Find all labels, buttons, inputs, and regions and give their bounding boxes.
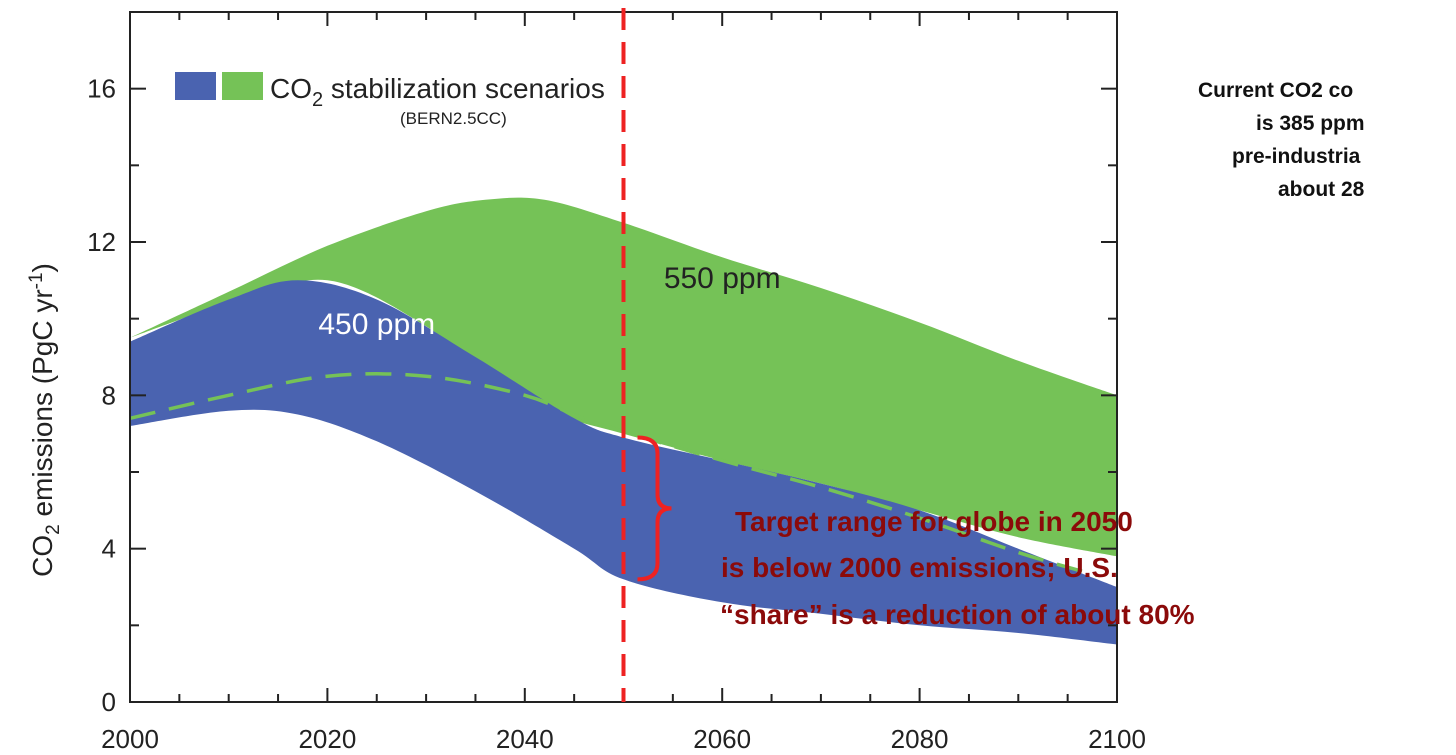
legend: CO2 stabilization scenarios (BERN2.5CC) [175,72,605,128]
band-label: 550 ppm [664,262,781,295]
x-tick-label: 2060 [693,724,751,754]
legend-swatch-450 [175,72,216,100]
annotation-line-1: Target range for globe in 2050 [735,506,1133,537]
note-line-3: pre-industria [1232,145,1361,168]
legend-swatch-550 [222,72,263,100]
note-line-1: Current CO2 co [1198,79,1354,102]
legend-sublabel: (BERN2.5CC) [400,109,507,128]
band-550-ppm [130,197,1117,557]
y-tick-label: 16 [87,74,116,104]
x-tick-label: 2080 [891,724,949,754]
x-tick-label: 2100 [1088,724,1146,754]
co2-concentration-note: Current CO2 co is 385 ppm pre-industria … [1170,74,1456,206]
y-axis-label: CO2 emissions (PgC yr-1) [26,263,64,577]
plot-area: 2000 2020 2040 2060 2080 2100 0 4 8 12 16 450 ppm 55… [87,8,1146,754]
y-tick-label: 0 [102,687,116,717]
dashed-scenario-line [129,372,1098,578]
legend-label: CO2 stabilization scenarios [270,73,605,111]
target-range-bracket [637,435,672,582]
note-line-4: about 28 [1278,178,1365,201]
annotation-line-3: “share” is a reduction of about 80% [720,599,1195,630]
band-label: 450 ppm [318,308,435,341]
y-tick-label: 12 [87,227,116,257]
annotation-line-2: is below 2000 emissions; U.S. [721,552,1118,583]
x-tick-label: 2040 [496,724,554,754]
y-tick-label: 4 [102,534,116,564]
x-tick-label: 2000 [101,724,159,754]
target-annotation: Target range for globe in 2050 is below … [720,506,1195,630]
x-tick-label: 2020 [298,724,356,754]
y-tick-label: 8 [102,380,116,410]
note-line-2: is 385 ppm [1256,112,1365,135]
